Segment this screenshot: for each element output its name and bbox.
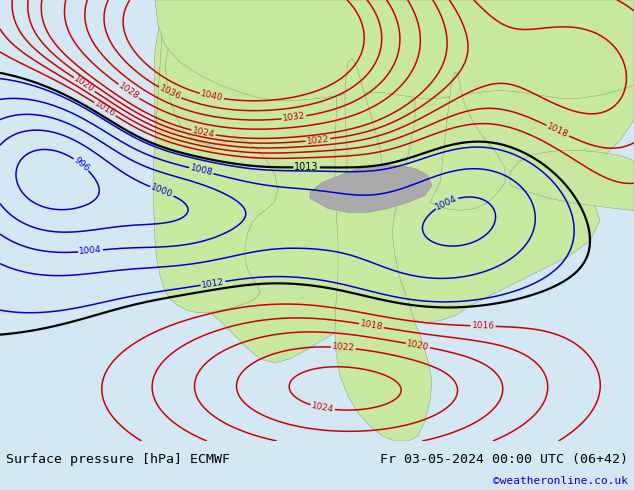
Text: 1008: 1008 (189, 164, 214, 178)
Polygon shape (335, 0, 432, 441)
Polygon shape (510, 150, 634, 211)
Text: 1022: 1022 (332, 343, 355, 353)
Text: 1032: 1032 (282, 112, 306, 123)
Text: 1012: 1012 (201, 277, 225, 290)
Text: 1024: 1024 (191, 126, 216, 139)
Polygon shape (155, 0, 634, 100)
Text: 1028: 1028 (117, 81, 141, 101)
Polygon shape (430, 72, 505, 211)
Polygon shape (310, 165, 432, 213)
Text: 1036: 1036 (158, 84, 183, 102)
Text: 1016: 1016 (472, 321, 495, 331)
Text: 1004: 1004 (79, 245, 102, 256)
Text: 1004: 1004 (434, 194, 459, 212)
Text: 1024: 1024 (311, 401, 335, 415)
Text: 1020: 1020 (406, 339, 430, 352)
Polygon shape (345, 58, 382, 193)
Text: Fr 03-05-2024 00:00 UTC (06+42): Fr 03-05-2024 00:00 UTC (06+42) (380, 453, 628, 466)
Text: 1013: 1013 (294, 162, 319, 172)
Text: 996: 996 (72, 155, 91, 173)
Text: Surface pressure [hPa] ECMWF: Surface pressure [hPa] ECMWF (6, 453, 230, 466)
Polygon shape (154, 0, 634, 363)
Text: 1018: 1018 (545, 122, 570, 140)
Polygon shape (178, 198, 222, 293)
Text: 1016: 1016 (93, 99, 117, 119)
Text: 1000: 1000 (150, 183, 174, 200)
Text: 1040: 1040 (200, 90, 224, 103)
Polygon shape (153, 0, 278, 313)
Text: 1022: 1022 (306, 134, 330, 146)
Text: 1018: 1018 (359, 319, 384, 332)
Text: ©weatheronline.co.uk: ©weatheronline.co.uk (493, 476, 628, 486)
Text: 1020: 1020 (72, 74, 96, 95)
Polygon shape (160, 172, 184, 208)
